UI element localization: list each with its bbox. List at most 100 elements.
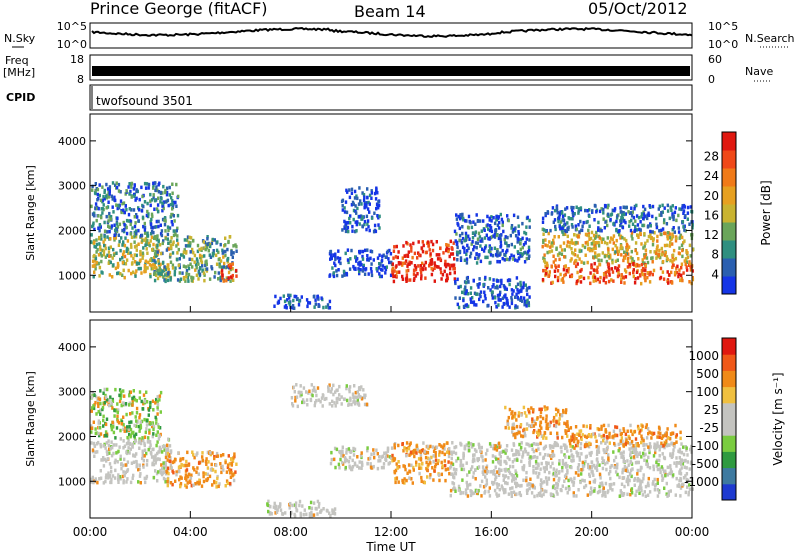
data-cell [109, 260, 112, 265]
data-cell [474, 241, 478, 245]
data-cell [606, 436, 609, 440]
data-cell [143, 228, 147, 232]
data-cell [631, 210, 634, 214]
data-cell [274, 504, 278, 509]
data-cell [343, 456, 347, 460]
data-cell [660, 246, 663, 251]
data-cell [317, 505, 321, 509]
data-cell [169, 463, 173, 467]
data-cell [522, 281, 525, 285]
data-cell [640, 212, 644, 216]
data-cell [632, 450, 635, 454]
data-cell [374, 197, 378, 201]
data-cell [534, 466, 538, 471]
data-cell [165, 190, 169, 195]
data-cell [588, 465, 592, 469]
data-cell [669, 468, 673, 472]
data-cell [456, 258, 459, 262]
data-cell [164, 480, 167, 484]
data-cell [506, 235, 509, 240]
data-cell [98, 193, 101, 198]
data-cell [149, 405, 152, 409]
data-cell [679, 430, 682, 435]
data-cell [660, 213, 663, 217]
data-cell [122, 242, 125, 247]
data-cell [655, 251, 658, 255]
data-cell [643, 447, 646, 452]
data-cell [230, 461, 233, 465]
data-cell [608, 273, 611, 277]
data-cell [427, 463, 430, 467]
data-cell [649, 229, 652, 234]
data-cell [99, 412, 102, 416]
data-cell [597, 427, 601, 432]
data-cell [148, 428, 151, 433]
data-cell [621, 470, 624, 475]
data-cell [554, 407, 558, 412]
data-cell [394, 468, 398, 473]
data-cell [623, 281, 626, 285]
data-cell [640, 215, 643, 219]
data-cell [341, 445, 344, 449]
data-cell [656, 444, 659, 448]
data-cell [503, 237, 506, 242]
data-cell [368, 210, 371, 214]
data-cell [277, 505, 280, 509]
data-cell [122, 389, 125, 393]
data-cell [479, 449, 482, 454]
data-cell [619, 441, 622, 446]
data-cell [686, 485, 689, 489]
data-cell [484, 255, 487, 260]
data-cell [617, 249, 621, 254]
data-cell [130, 185, 133, 189]
data-cell [168, 193, 171, 197]
data-cell [690, 444, 693, 449]
data-cell [479, 244, 482, 248]
data-cell [483, 469, 487, 474]
data-cell [95, 218, 98, 223]
data-cell [575, 437, 578, 441]
data-cell [122, 470, 125, 474]
data-cell [511, 464, 515, 469]
data-cell [198, 272, 202, 276]
data-cell [636, 460, 639, 465]
data-cell [153, 252, 157, 256]
data-cell [560, 211, 564, 215]
data-cell [149, 220, 152, 224]
data-cell [494, 228, 498, 232]
data-cell [623, 237, 626, 241]
data-cell [452, 467, 456, 471]
data-cell [421, 266, 424, 271]
data-cell [487, 286, 490, 290]
data-cell [166, 278, 170, 283]
data-cell [368, 202, 371, 206]
data-cell [659, 470, 662, 475]
data-cell [579, 219, 582, 224]
data-cell [603, 272, 606, 277]
data-cell [483, 236, 487, 240]
data-cell [394, 255, 398, 259]
data-cell [156, 243, 159, 248]
data-cell [109, 217, 112, 221]
data-cell [356, 206, 359, 211]
data-cell [632, 270, 635, 275]
data-cell [110, 425, 113, 429]
data-cell [674, 239, 678, 243]
data-cell [171, 191, 174, 195]
data-cell [645, 443, 648, 447]
data-cell [633, 204, 637, 209]
data-cell [584, 455, 588, 459]
data-cell [492, 472, 495, 476]
velocity-data [90, 383, 694, 518]
data-cell [512, 432, 515, 437]
data-cell [618, 475, 621, 480]
data-cell [437, 473, 441, 477]
data-cell [343, 219, 346, 224]
data-cell [516, 295, 519, 300]
data-cell [351, 224, 354, 229]
data-cell [425, 250, 428, 255]
data-cell [466, 249, 469, 253]
data-cell [666, 473, 669, 477]
data-cell [288, 506, 291, 510]
data-cell [101, 211, 104, 215]
